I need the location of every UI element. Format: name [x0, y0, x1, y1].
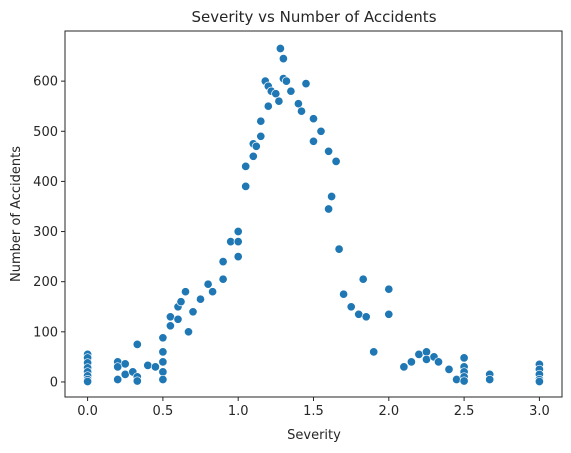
data-point: [218, 257, 228, 267]
data-point: [452, 374, 462, 385]
y-axis: 0 100 200 300 400 500 600: [33, 75, 65, 390]
data-point: [421, 347, 432, 357]
data-point: [281, 76, 291, 86]
data-point: [233, 226, 243, 237]
data-point: [406, 357, 416, 367]
data-point: [158, 333, 168, 343]
chart-title: Severity vs Number of Accidents: [191, 8, 436, 26]
data-point: [369, 347, 379, 357]
data-point: [263, 101, 273, 111]
data-point: [316, 126, 326, 136]
data-point: [384, 284, 394, 294]
data-point: [308, 136, 319, 146]
y-tick-label: 300: [33, 225, 58, 240]
data-point: [183, 327, 194, 337]
data-point: [275, 43, 285, 54]
data-point: [459, 376, 469, 386]
data-point: [113, 374, 123, 385]
data-point: [293, 99, 303, 109]
x-tick-label: 0.0: [77, 404, 98, 419]
y-tick-label: 400: [33, 175, 58, 190]
data-point: [414, 349, 424, 359]
data-point: [143, 360, 153, 370]
x-tick-label: 0.5: [153, 404, 174, 419]
data-point: [233, 252, 243, 262]
data-point: [188, 307, 198, 317]
data-point: [158, 357, 168, 367]
data-point: [334, 244, 344, 254]
data-point: [132, 339, 142, 349]
y-tick-label: 200: [33, 275, 58, 290]
data-point: [132, 376, 142, 386]
data-point: [384, 309, 394, 319]
data-point: [158, 347, 168, 357]
data-point: [180, 287, 191, 297]
data-point: [296, 106, 307, 116]
data-point: [256, 131, 266, 141]
data-point: [251, 141, 261, 151]
data-point: [150, 362, 160, 372]
data-point: [286, 86, 296, 96]
data-point: [256, 116, 266, 126]
data-point: [459, 353, 469, 363]
data-point: [113, 362, 123, 372]
y-tick-label: 600: [33, 75, 58, 90]
y-tick-label: 0: [50, 375, 58, 390]
data-point: [346, 302, 356, 312]
data-point: [399, 362, 409, 372]
data-point: [331, 156, 341, 166]
data-point: [120, 369, 130, 379]
data-point: [354, 309, 364, 319]
data-point: [203, 279, 213, 289]
data-point: [173, 314, 183, 324]
data-point: [485, 374, 495, 385]
data-point: [233, 237, 243, 247]
data-point: [324, 204, 334, 214]
data-point: [324, 146, 334, 156]
data-point: [241, 181, 251, 191]
data-point: [339, 289, 349, 299]
y-axis-title: Number of Accidents: [9, 146, 24, 282]
data-point: [158, 367, 168, 377]
data-point: [83, 376, 93, 387]
x-tick-label: 1.0: [228, 404, 249, 419]
data-point: [327, 191, 337, 202]
data-point: [433, 357, 444, 367]
x-tick-label: 3.0: [529, 404, 550, 419]
data-point: [301, 79, 311, 89]
y-tick-label: 100: [33, 325, 58, 340]
data-point: [165, 321, 175, 331]
y-tick-label: 500: [33, 125, 58, 140]
data-point: [218, 274, 228, 284]
data-point: [158, 374, 168, 385]
data-point: [248, 151, 258, 161]
data-point: [195, 294, 206, 304]
data-point: [274, 96, 284, 106]
data-point: [534, 376, 544, 387]
data-point: [271, 89, 281, 99]
data-point: [208, 287, 218, 297]
data-point: [358, 274, 368, 284]
data-point: [421, 354, 432, 364]
data-point: [120, 359, 130, 369]
data-point: [165, 312, 175, 322]
points-layer: [83, 43, 544, 387]
x-axis-title: Severity: [287, 428, 341, 443]
data-point: [241, 161, 251, 171]
x-tick-label: 2.5: [454, 404, 475, 419]
data-point: [176, 297, 186, 307]
x-axis: 0.0 0.5 1.0 1.5 2.0 2.5 3.0: [77, 397, 550, 419]
data-point: [361, 312, 371, 322]
data-point: [226, 237, 236, 247]
data-point: [308, 114, 319, 124]
data-point: [444, 364, 454, 374]
x-tick-label: 1.5: [303, 404, 324, 419]
data-point: [278, 54, 288, 64]
x-tick-label: 2.0: [378, 404, 399, 419]
